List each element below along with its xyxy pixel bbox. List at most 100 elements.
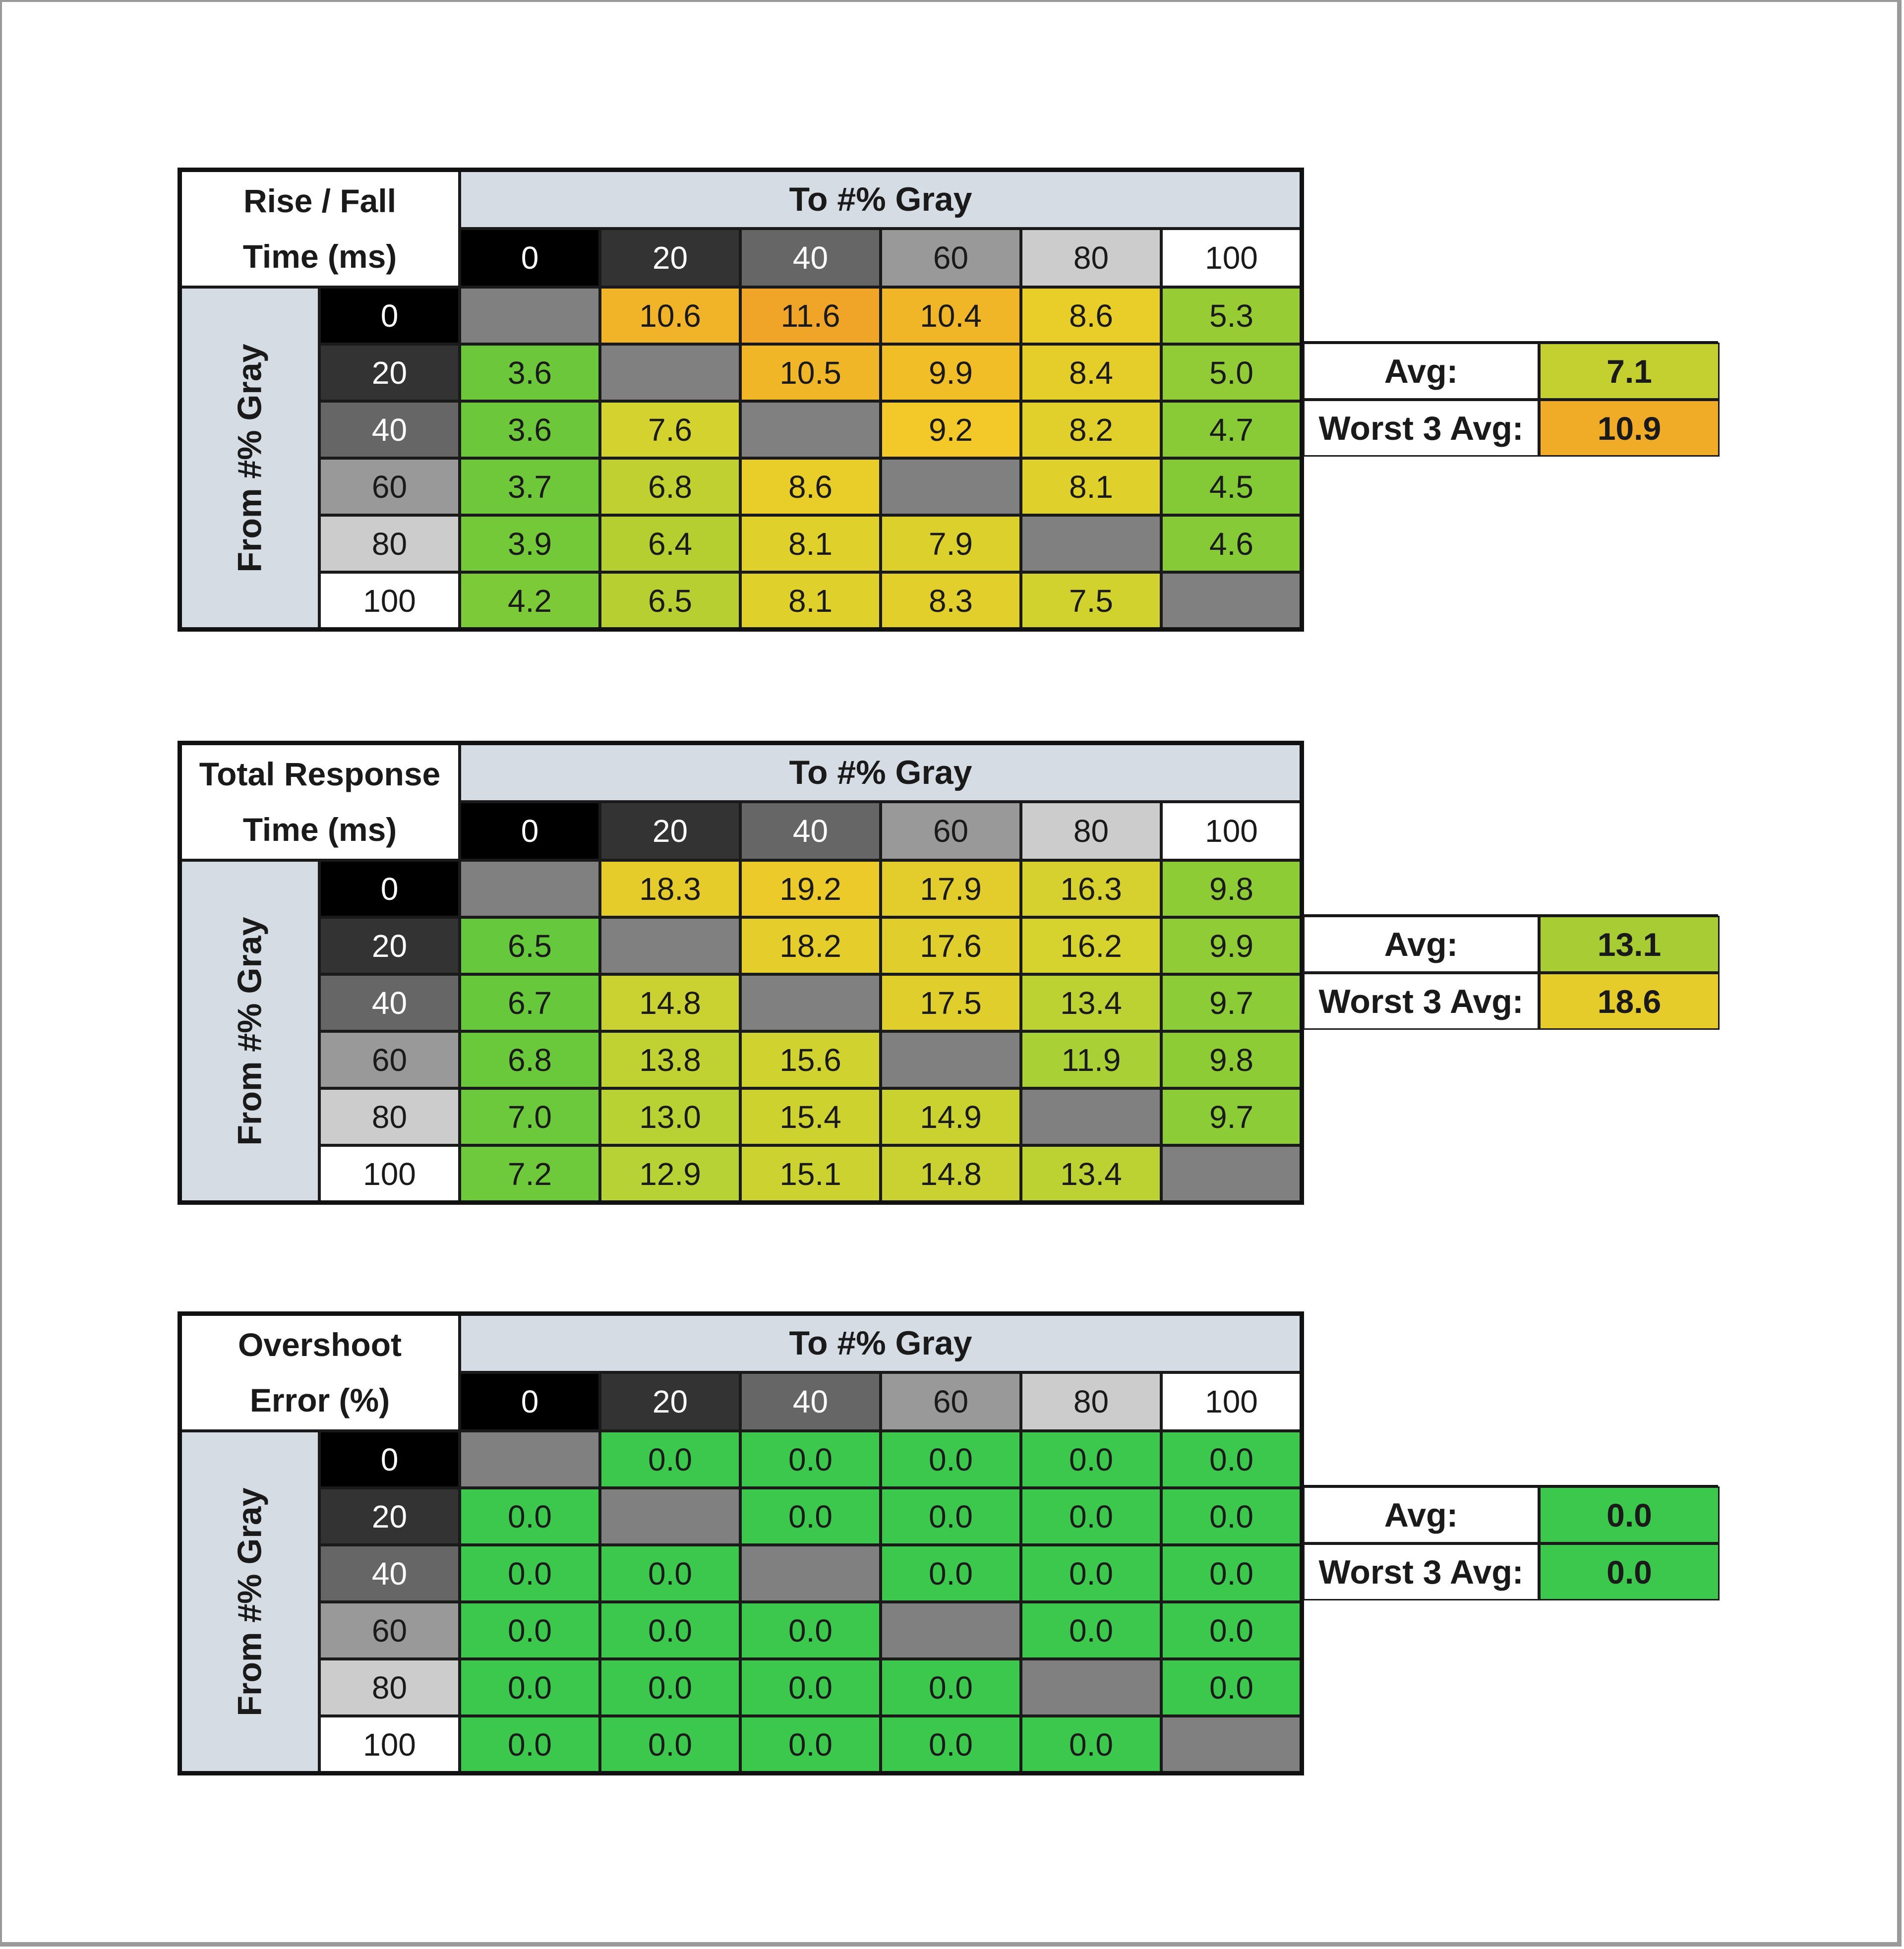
column-axis-label: To #% Gray	[460, 170, 1302, 229]
row-axis-label-text: From #% Gray	[231, 917, 269, 1146]
row-header: 0	[319, 1431, 460, 1488]
data-cell: 10.6	[600, 287, 740, 344]
data-cell: 12.9	[600, 1145, 740, 1202]
data-cell: 18.3	[600, 860, 740, 917]
data-cell: 0.0	[460, 1659, 600, 1716]
data-cell: 0.0	[1021, 1602, 1161, 1659]
column-header: 20	[600, 802, 740, 860]
data-cell: 3.6	[460, 401, 600, 458]
data-cell: 3.9	[460, 515, 600, 572]
data-cell: 0.0	[460, 1716, 600, 1773]
diagonal-cell	[600, 1488, 740, 1545]
diagonal-cell	[460, 860, 600, 917]
data-cell: 8.2	[1021, 401, 1161, 458]
table-title-line: Time (ms)	[242, 238, 397, 275]
table-title-line: Rise / Fall	[243, 182, 397, 219]
row-header: 60	[319, 458, 460, 515]
data-cell: 6.7	[460, 974, 600, 1031]
data-cell: 0.0	[740, 1431, 881, 1488]
data-cell: 6.8	[600, 458, 740, 515]
table-title-line: Error (%)	[249, 1382, 390, 1418]
diagonal-cell	[600, 344, 740, 401]
column-header: 0	[460, 229, 600, 287]
diagonal-cell	[740, 401, 881, 458]
data-cell: 0.0	[740, 1488, 881, 1545]
column-axis-label: To #% Gray	[460, 1314, 1302, 1372]
data-cell: 5.3	[1161, 287, 1302, 344]
column-header: 40	[740, 229, 881, 287]
diagonal-cell	[460, 287, 600, 344]
avg-value: 0.0	[1539, 1486, 1720, 1543]
data-cell: 0.0	[1161, 1488, 1302, 1545]
data-cell: 7.2	[460, 1145, 600, 1202]
column-header: 80	[1021, 1372, 1161, 1431]
data-cell: 16.2	[1021, 917, 1161, 974]
data-cell: 3.6	[460, 344, 600, 401]
data-cell: 14.8	[881, 1145, 1021, 1202]
column-header: 100	[1161, 229, 1302, 287]
diagonal-cell	[1161, 1716, 1302, 1773]
row-header: 60	[319, 1031, 460, 1088]
worst-3-avg-value: 10.9	[1539, 400, 1720, 457]
column-header: 60	[881, 802, 1021, 860]
data-cell: 0.0	[1021, 1716, 1161, 1773]
data-cell: 8.1	[740, 515, 881, 572]
diagonal-cell	[600, 917, 740, 974]
row-axis-label: From #% Gray	[180, 860, 319, 1202]
data-cell: 0.0	[881, 1488, 1021, 1545]
diagonal-cell	[740, 1545, 881, 1602]
data-cell: 8.1	[1021, 458, 1161, 515]
data-cell: 0.0	[881, 1431, 1021, 1488]
data-cell: 8.1	[740, 572, 881, 629]
data-cell: 5.0	[1161, 344, 1302, 401]
table-title: Overshoot Error (%)	[180, 1314, 460, 1431]
data-cell: 17.5	[881, 974, 1021, 1031]
data-cell: 7.9	[881, 515, 1021, 572]
column-header: 40	[740, 802, 881, 860]
row-axis-label-text: From #% Gray	[231, 1487, 269, 1716]
data-cell: 8.6	[1021, 287, 1161, 344]
row-header: 20	[319, 917, 460, 974]
data-cell: 9.7	[1161, 1088, 1302, 1145]
data-cell: 0.0	[600, 1545, 740, 1602]
data-cell: 18.2	[740, 917, 881, 974]
data-cell: 9.8	[1161, 860, 1302, 917]
heatmap-table: Overshoot Error (%) To #% Gray 0 20 40 60 80 100…	[178, 1311, 1304, 1775]
data-cell: 13.4	[1021, 1145, 1161, 1202]
data-cell: 9.9	[1161, 917, 1302, 974]
data-cell: 4.6	[1161, 515, 1302, 572]
data-cell: 13.0	[600, 1088, 740, 1145]
column-header: 100	[1161, 802, 1302, 860]
worst-3-avg-label: Worst 3 Avg:	[1303, 973, 1539, 1030]
data-cell: 15.4	[740, 1088, 881, 1145]
data-cell: 10.4	[881, 287, 1021, 344]
summary-box: Avg: 7.1 Worst 3 Avg: 10.9	[1302, 341, 1720, 457]
column-header: 40	[740, 1372, 881, 1431]
data-cell: 0.0	[600, 1716, 740, 1773]
avg-value: 7.1	[1539, 343, 1720, 400]
avg-value: 13.1	[1539, 916, 1720, 973]
diagonal-cell	[460, 1431, 600, 1488]
column-header: 60	[881, 229, 1021, 287]
data-cell: 0.0	[1021, 1488, 1161, 1545]
data-cell: 9.2	[881, 401, 1021, 458]
data-cell: 7.0	[460, 1088, 600, 1145]
table-title-line: Time (ms)	[242, 811, 397, 848]
data-cell: 0.0	[1021, 1545, 1161, 1602]
data-cell: 3.7	[460, 458, 600, 515]
data-cell: 6.4	[600, 515, 740, 572]
diagonal-cell	[881, 1602, 1021, 1659]
row-header: 20	[319, 1488, 460, 1545]
data-cell: 9.9	[881, 344, 1021, 401]
row-header: 100	[319, 1145, 460, 1202]
data-cell: 0.0	[881, 1545, 1021, 1602]
data-cell: 4.2	[460, 572, 600, 629]
worst-3-avg-label: Worst 3 Avg:	[1303, 400, 1539, 457]
data-cell: 0.0	[460, 1602, 600, 1659]
row-header: 40	[319, 1545, 460, 1602]
data-cell: 6.5	[460, 917, 600, 974]
data-cell: 0.0	[600, 1602, 740, 1659]
data-cell: 7.6	[600, 401, 740, 458]
row-axis-label: From #% Gray	[180, 1431, 319, 1773]
